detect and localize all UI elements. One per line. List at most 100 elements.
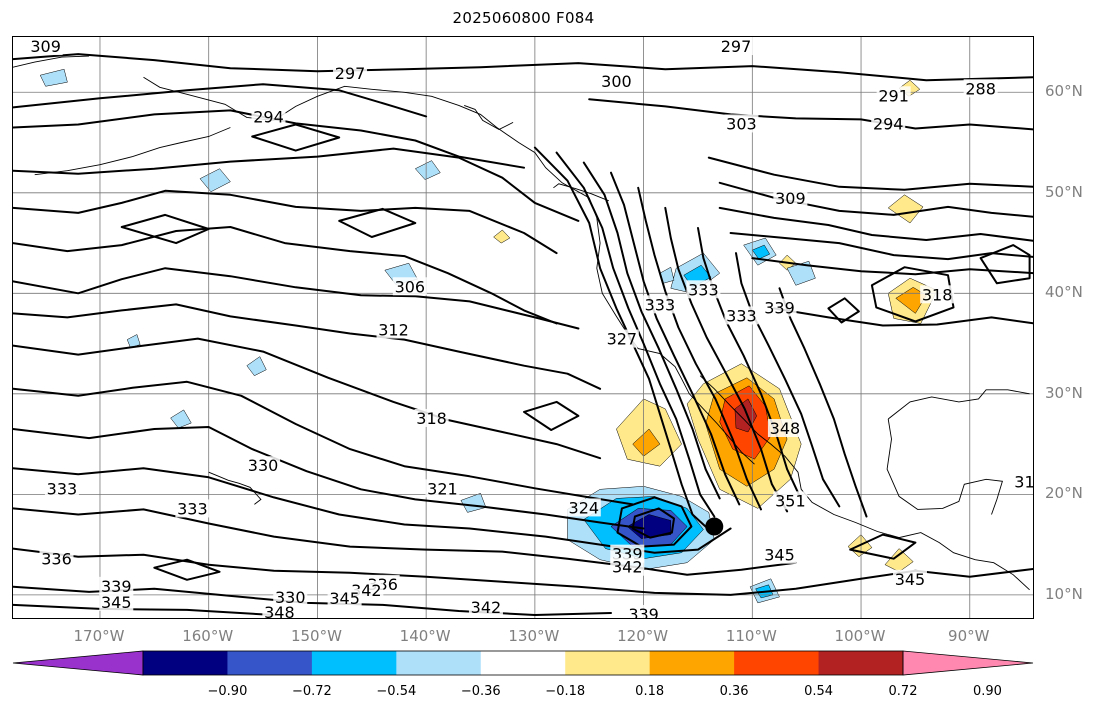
- contour-label-background: [273, 587, 308, 606]
- coastline: [699, 375, 1030, 591]
- anomaly-region: [460, 492, 487, 513]
- coastline: [887, 389, 1030, 420]
- colorbar-tick-label: −0.54: [376, 684, 417, 699]
- contour-label-background: [251, 107, 286, 126]
- contour-label: 339: [628, 605, 659, 619]
- contour-label-background: [599, 72, 634, 91]
- anomaly-region: [887, 194, 924, 224]
- contour-label: 291: [878, 86, 909, 105]
- contour-line: [13, 303, 602, 390]
- colorbar: [12, 650, 1034, 676]
- anomaly-region: [246, 356, 267, 377]
- latitude-tick-label: 30°N: [1045, 383, 1083, 402]
- colorbar-segment: [818, 651, 904, 675]
- contour-line: [153, 558, 221, 581]
- coastline: [143, 76, 755, 465]
- contour-label-background: [392, 277, 427, 296]
- anomaly-region: [751, 244, 771, 260]
- colorbar-tick-label: 0.54: [804, 684, 834, 699]
- contour-label-background: [773, 491, 808, 510]
- contour-label: 333: [688, 280, 719, 299]
- colorbar-tick-label: −0.36: [460, 684, 501, 699]
- contour-label-background: [566, 498, 601, 517]
- colorbar-segment: [396, 651, 482, 675]
- page-title: 2025060800 F084: [452, 9, 595, 27]
- colorbar-tick-label: −0.90: [207, 684, 248, 699]
- storm-center-marker: [705, 517, 724, 536]
- contour-line: [555, 151, 716, 518]
- contour-label: 333: [177, 499, 208, 518]
- contour-label: 288: [965, 79, 996, 98]
- contour-label: 318: [922, 285, 953, 304]
- contour-label-background: [724, 114, 759, 133]
- contour-label: 330: [275, 588, 306, 607]
- contour-line: [120, 213, 210, 245]
- contour-label-background: [963, 79, 998, 98]
- contour-label: 342: [612, 558, 643, 577]
- contour-label: 333: [726, 306, 757, 325]
- contour-label-background: [719, 37, 754, 56]
- contour-line: [588, 98, 1033, 131]
- coastline: [464, 104, 514, 131]
- anomaly-region: [199, 168, 231, 193]
- contour-label-background: [724, 306, 759, 325]
- contour-line: [251, 123, 341, 152]
- contour-lines: [13, 53, 1033, 616]
- colorbar-tick-label: 0.18: [635, 684, 665, 699]
- colorbar-segments: [12, 650, 1034, 676]
- contour-line: [13, 337, 602, 460]
- contour-label-background: [876, 86, 911, 105]
- contour-label: 306: [395, 277, 426, 296]
- colorbar-tick-label: −0.18: [545, 684, 586, 699]
- contour-label-background: [762, 298, 797, 317]
- colorbar-segment: [565, 651, 651, 675]
- contour-label-background: [333, 64, 368, 83]
- contour-label-background: [39, 549, 74, 568]
- longitude-tick-label: 160°W: [182, 627, 234, 645]
- contour-line: [13, 189, 558, 255]
- contour-line: [13, 467, 732, 554]
- contour-label-background: [44, 479, 79, 498]
- contour-label: 345: [895, 570, 926, 589]
- contour-label-background: [425, 479, 460, 498]
- contour-line: [735, 252, 841, 508]
- contour-label: 339: [764, 298, 795, 317]
- coastline: [208, 471, 262, 505]
- contour-labels: 3092972943003032912942883093063123183303…: [28, 37, 1034, 619]
- colorbar-tick-label: −0.72: [291, 684, 332, 699]
- contour-line: [13, 426, 645, 530]
- anomaly-region: [126, 334, 141, 348]
- contour-label: 345: [329, 589, 360, 608]
- colorbar-segment: [649, 651, 735, 675]
- contour-label: 333: [47, 479, 78, 498]
- contour-label-background: [892, 569, 927, 588]
- longitude-tick-label: 130°W: [508, 627, 560, 645]
- contour-line: [13, 83, 428, 118]
- contour-label-background: [327, 588, 362, 607]
- contour-label-background: [686, 280, 721, 299]
- colorbar-outline: [142, 650, 904, 676]
- contour-label: 321: [427, 479, 458, 498]
- contour-label: 315: [1014, 472, 1034, 491]
- contour-label: 330: [248, 456, 279, 475]
- contour-label-background: [1012, 472, 1033, 491]
- contour-label-background: [762, 545, 797, 564]
- contour-label: 303: [726, 114, 757, 133]
- colorbar-tick-label: 0.90: [972, 684, 1002, 699]
- longitude-tick-label: 120°W: [617, 627, 669, 645]
- contour-line: [13, 507, 797, 576]
- contour-label: 318: [416, 409, 447, 428]
- contour-label: 297: [335, 64, 366, 83]
- contour-label-background: [773, 188, 808, 207]
- latitude-tick-label: 10°N: [1045, 584, 1083, 603]
- colorbar-segment: [143, 651, 228, 675]
- contour-label-background: [175, 499, 210, 518]
- contour-line: [707, 156, 1033, 191]
- contour-label: 294: [873, 114, 904, 133]
- contour-label-background: [468, 597, 503, 616]
- contour-line: [523, 400, 580, 431]
- anomaly-region: [493, 229, 511, 244]
- contour-label: 348: [770, 419, 801, 438]
- contour-label-background: [262, 602, 297, 618]
- contour-line: [13, 267, 580, 330]
